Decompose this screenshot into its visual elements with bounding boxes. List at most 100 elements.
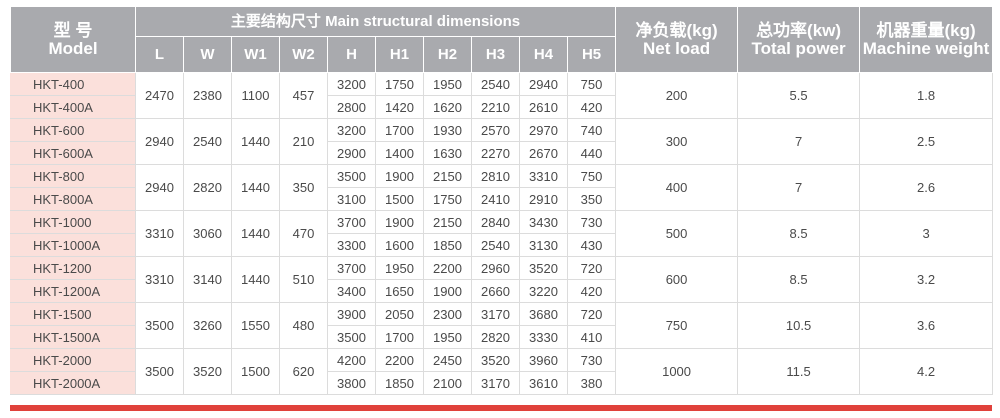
dim-header-w2: W2 [279,36,328,73]
dim-cell-w2: 210 [279,118,328,165]
dim-cell-h2: 1620 [423,95,472,119]
table-row: HKT-1200 3310 3140 1440 510 3700 1950 2200 2960 3… [10,256,994,303]
dim-cell-h: 3500 [327,164,376,188]
dim-cell-h5: 750 [566,72,617,96]
dim-cell-h1: 1700 [375,325,424,349]
model-cell: HKT-1200A [10,279,136,303]
dim-cell-h5: 740 [566,118,617,142]
dim-cell-w1: 1440 [231,164,280,211]
dim-cell-h2: 1630 [423,141,472,165]
dim-cell-h4: 2910 [519,187,568,211]
dim-cell-w: 3060 [183,210,232,257]
dim-cell-h5: 730 [566,210,617,234]
machine-weight-header-en: Machine weight [862,38,990,58]
dim-cell-h1: 1900 [375,210,424,234]
power-cell: 11.5 [737,348,861,395]
dim-cell-h5: 440 [566,141,617,165]
power-cell: 10.5 [737,302,861,349]
total-power-header: 总功率(kw) Total power [737,6,861,73]
dim-cell-w2: 457 [279,72,328,119]
dim-cell-w2: 620 [279,348,328,395]
net-load-header: 净负载(kg) Net load [615,6,739,73]
table-row: HKT-1200A 3400 1650 1900 2660 3220 420 [10,279,993,303]
model-header-en: Model [48,38,98,58]
table-row: HKT-600 2940 2540 1440 210 3200 1700 1930 2570 29… [10,118,994,165]
dim-cell-w: 3140 [183,256,232,303]
model-cell: HKT-1200 [10,256,136,280]
total-power-header-zh: 总功率(kw) [756,20,842,40]
dim-cell-h1: 1600 [375,233,424,257]
header-row-top: 型 号 Model 主要结构尺寸 Main structural dimensi… [10,6,994,73]
load-cell: 300 [615,118,739,165]
dim-cell-h3: 3170 [471,302,520,326]
weight-cell: 3 [859,210,994,257]
table-row: HKT-1000A 3300 1600 1850 2540 3130 430 [10,233,993,257]
model-cell: HKT-2000 [10,348,136,372]
dim-cell-h2: 1950 [423,325,472,349]
dim-cell-h5: 720 [566,256,617,280]
model-cell: HKT-1500A [10,325,136,349]
dim-cell-h5: 420 [566,95,617,119]
weight-cell: 4.2 [859,348,994,395]
dim-cell-h2: 2150 [423,164,472,188]
total-power-header-en: Total power [751,38,846,58]
dim-header-h1: H1 [375,36,424,73]
dim-header-l: L [135,36,184,73]
dim-header-h3: H3 [471,36,520,73]
dim-cell-w: 2380 [183,72,232,119]
power-cell: 7 [737,118,861,165]
dim-cell-w: 2540 [183,118,232,165]
table-row: HKT-600A 2900 1400 1630 2270 2670 440 [10,141,993,165]
dim-cell-h: 4200 [327,348,376,372]
dim-cell-h: 3700 [327,210,376,234]
dim-cell-h4: 3680 [519,302,568,326]
dim-cell-h3: 3170 [471,371,520,395]
dim-cell-h2: 2150 [423,210,472,234]
dim-cell-h2: 2450 [423,348,472,372]
spec-table-body: HKT-400 2470 2380 1100 457 3200 1750 1950 2540 29… [10,72,994,395]
weight-cell: 2.5 [859,118,994,165]
dim-cell-h: 3700 [327,256,376,280]
dim-cell-h4: 3130 [519,233,568,257]
machine-weight-header-zh: 机器重量(kg) [876,20,976,40]
dim-cell-h: 3900 [327,302,376,326]
dim-cell-h1: 1950 [375,256,424,280]
dim-cell-h: 3400 [327,279,376,303]
dim-cell-h4: 3520 [519,256,568,280]
model-cell: HKT-1500 [10,302,136,326]
dim-cell-h5: 730 [566,348,617,372]
dim-cell-l: 2940 [135,164,184,211]
dim-cell-h1: 1900 [375,164,424,188]
model-cell: HKT-2000A [10,371,136,395]
dim-cell-w: 3260 [183,302,232,349]
dim-cell-h3: 2820 [471,325,520,349]
load-cell: 600 [615,256,739,303]
dim-cell-h: 2900 [327,141,376,165]
dim-cell-w1: 1500 [231,348,280,395]
dim-cell-h: 3200 [327,72,376,96]
model-cell: HKT-600A [10,141,136,165]
table-row: HKT-2000 3500 3520 1500 620 4200 2200 2450 3520 3… [10,348,994,395]
weight-cell: 3.6 [859,302,994,349]
dim-cell-h3: 2540 [471,72,520,96]
dim-cell-h4: 2610 [519,95,568,119]
dim-cell-h: 3800 [327,371,376,395]
dim-cell-h3: 2810 [471,164,520,188]
dim-cell-h2: 1850 [423,233,472,257]
dim-cell-h: 3300 [327,233,376,257]
dim-cell-w: 3520 [183,348,232,395]
dim-cell-h2: 2100 [423,371,472,395]
dim-cell-w1: 1100 [231,72,280,119]
weight-cell: 1.8 [859,72,994,119]
dim-cell-h5: 410 [566,325,617,349]
machine-weight-header: 机器重量(kg) Machine weight [859,6,994,73]
model-cell: HKT-1000A [10,233,136,257]
accent-bar [10,405,992,411]
dim-header-h5: H5 [566,36,617,73]
dim-cell-h3: 2270 [471,141,520,165]
dim-cell-h5: 750 [566,164,617,188]
dim-cell-w1: 1440 [231,210,280,257]
dim-cell-h4: 3430 [519,210,568,234]
model-cell: HKT-800 [10,164,136,188]
dim-cell-h4: 3960 [519,348,568,372]
